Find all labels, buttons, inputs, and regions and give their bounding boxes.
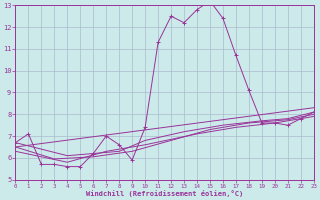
X-axis label: Windchill (Refroidissement éolien,°C): Windchill (Refroidissement éolien,°C) <box>86 190 243 197</box>
